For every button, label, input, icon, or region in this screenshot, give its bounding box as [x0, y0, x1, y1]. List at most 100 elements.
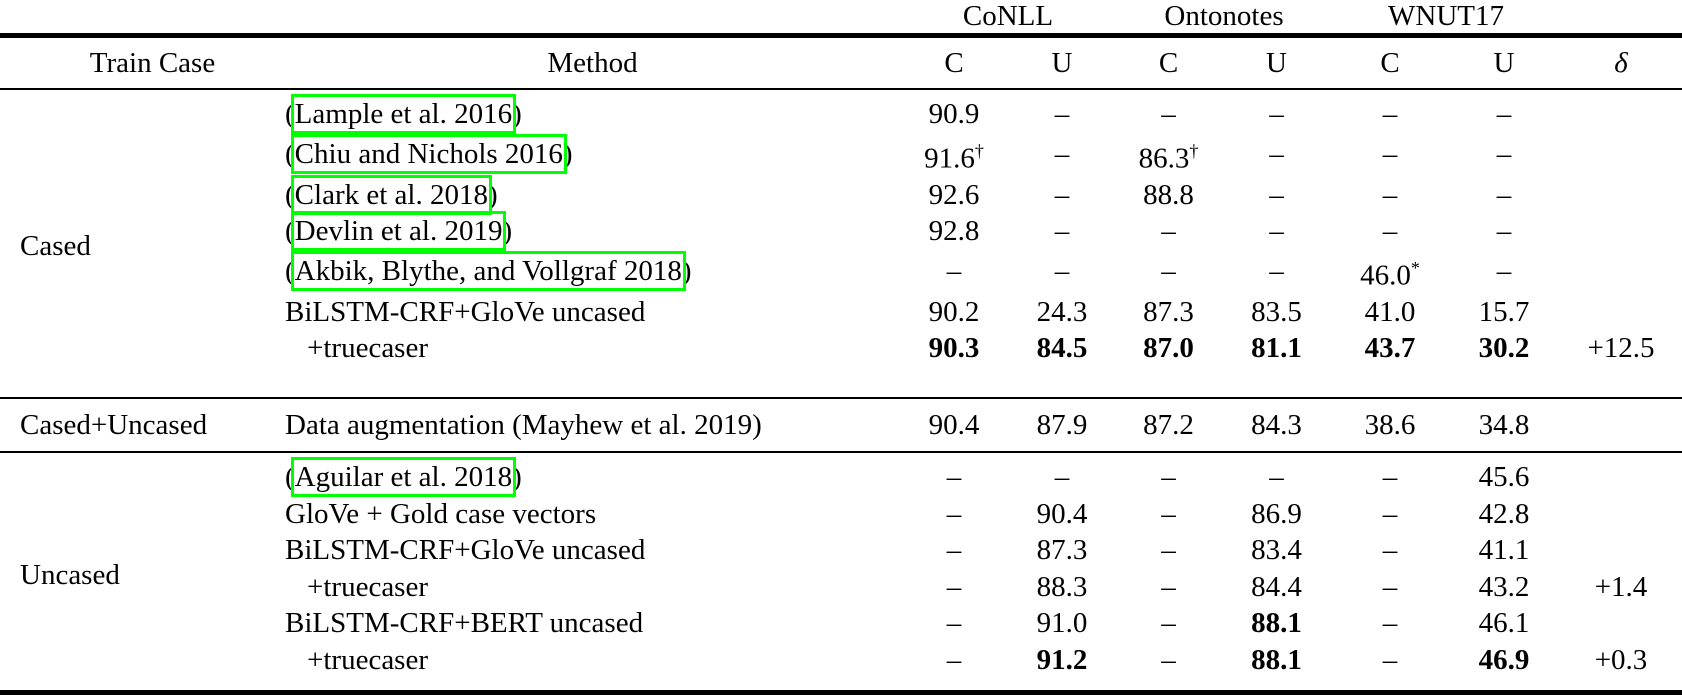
metric-cell: 84.3	[1251, 408, 1302, 441]
metric-cell: –	[1269, 215, 1284, 248]
table-row: (Clark et al. 2018) 92.6 – 88.8 – – –	[0, 174, 1682, 215]
table-row: +truecaser 90.3 84.5 87.0 81.1 43.7 30.2 +12.5	[0, 330, 1682, 398]
citation-link[interactable]: Clark et al. 2018	[290, 174, 492, 215]
metric-value: 43.7	[1364, 332, 1416, 365]
citation-link[interactable]: Chiu and Nichols 2016	[290, 134, 567, 175]
metric-value: 91.2	[1036, 643, 1088, 676]
dataset-group-header-row: CoNLL Ontonotes WNUT17	[0, 0, 1682, 38]
train-case-cell: Uncased	[20, 558, 120, 591]
metric-cell: –	[1161, 534, 1176, 567]
delta-cell	[1560, 605, 1682, 642]
method-cell: BiLSTM-CRF+BERT uncased	[285, 607, 644, 640]
metric-cell: 91.6†	[900, 133, 1008, 177]
delta-cell	[1560, 133, 1682, 177]
metric-cell: 90.4	[928, 408, 980, 441]
delta-cell	[1560, 177, 1682, 214]
method-cell: (Chiu and Nichols 2016)	[285, 133, 900, 177]
superscript-marker: *	[1410, 257, 1420, 278]
metric-cell: 38.6	[1364, 408, 1416, 441]
table-row: BiLSTM-CRF+BERT uncased – 91.0 – 88.1 – 46.1	[0, 605, 1682, 642]
table-row: Uncased (Aguilar et al. 2018) – – – – –45.6	[0, 452, 1682, 591]
group-header-wnut17: WNUT17	[1332, 0, 1561, 38]
delta-cell	[1560, 294, 1682, 331]
metric-cell: 92.6	[928, 178, 980, 211]
table-section-uncased: Uncased (Aguilar et al. 2018) – – – – –45.6 Glo…	[0, 452, 1682, 693]
table-section-cased: Cased (Lample et al. 2016) 90.9– – – – – (Chiu …	[0, 89, 1682, 398]
delta-cell	[1560, 398, 1682, 453]
metric-cell: –	[1496, 215, 1512, 248]
delta-cell	[1560, 452, 1682, 496]
col-header-wnut17-u: U	[1448, 35, 1561, 90]
metric-cell: 91.2	[1008, 642, 1116, 693]
metric-cell: 30.2	[1448, 330, 1560, 398]
metric-cell: –	[1161, 461, 1176, 494]
metric-cell: 83.4	[1251, 534, 1302, 567]
metric-cell: 88.8	[1143, 178, 1194, 211]
metric-cell: 87.3	[1143, 295, 1194, 328]
metric-cell: –	[1382, 534, 1398, 567]
citation-link[interactable]: Lample et al. 2016	[290, 94, 517, 134]
metric-cell: 88.1	[1221, 605, 1332, 642]
metric-value: 91.6	[924, 142, 975, 175]
metric-cell: 90.2	[928, 295, 980, 328]
metric-cell: –	[1054, 461, 1070, 494]
col-header-ontonotes-u: U	[1221, 35, 1332, 90]
metric-cell: 46.1	[1478, 607, 1530, 640]
metric-cell: 24.3	[1036, 295, 1088, 328]
close-paren: )	[512, 98, 522, 130]
table-row: GloVe + Gold case vectors – 90.4 – 86.9 – 42.8	[0, 496, 1682, 533]
metric-cell: –	[1382, 607, 1398, 640]
col-header-delta: δ	[1560, 35, 1682, 90]
metric-cell: –	[946, 607, 962, 640]
method-cell: Data augmentation (Mayhew et al. 2019)	[285, 408, 762, 441]
metric-cell: –	[946, 643, 962, 676]
metric-cell: –	[1161, 570, 1176, 603]
table-row: +truecaser – 91.2 – 88.1 – 46.9 +0.3	[0, 642, 1682, 693]
metric-cell: 41.1	[1478, 534, 1530, 567]
open-paren: (	[285, 138, 295, 171]
method-cell: (Akbik, Blythe, and Vollgraf 2018)	[285, 250, 900, 294]
metric-value: 88.1	[1251, 643, 1302, 676]
table-row: (Chiu and Nichols 2016) 91.6† –86.3† – – –	[0, 133, 1682, 177]
metric-cell: –	[946, 255, 962, 288]
metric-value: 87.0	[1143, 332, 1194, 365]
open-paren: (	[285, 178, 295, 211]
table-row: (Akbik, Blythe, and Vollgraf 2018) – – – – 46…	[0, 250, 1682, 294]
col-header-ontonotes-c: C	[1116, 35, 1221, 90]
metric-cell: –	[1054, 138, 1070, 171]
metric-cell: –	[1161, 497, 1176, 530]
metric-cell: 90.9	[928, 98, 980, 130]
citation-link[interactable]: Aguilar et al. 2018	[290, 457, 517, 498]
method-cell: BiLSTM-CRF+GloVe uncased	[285, 534, 646, 567]
metric-cell: 81.1	[1221, 330, 1332, 398]
metric-cell: –	[946, 497, 962, 530]
open-paren: (	[285, 255, 295, 288]
metric-cell: 86.3†	[1116, 133, 1221, 177]
superscript-marker: †	[974, 140, 984, 161]
citation-link[interactable]: Devlin et al. 2019	[290, 211, 507, 252]
metric-cell: –	[1382, 98, 1398, 130]
superscript-marker: †	[1189, 140, 1199, 161]
open-paren: (	[285, 461, 295, 494]
metric-cell: 88.1	[1221, 642, 1332, 693]
group-header-spacer	[1560, 0, 1682, 38]
metric-cell: –	[1269, 255, 1284, 288]
metric-cell: 91.0	[1036, 607, 1088, 640]
metric-cell: 90.4	[1036, 497, 1088, 530]
col-header-method: Method	[285, 35, 900, 90]
delta-cell	[1560, 250, 1682, 294]
metric-cell: –	[946, 570, 962, 603]
delta-cell	[1560, 532, 1682, 569]
metric-value: 90.3	[928, 332, 980, 365]
metric-cell: –	[946, 461, 962, 494]
metric-cell: 90.3	[900, 330, 1008, 398]
citation-link[interactable]: Akbik, Blythe, and Vollgraf 2018	[290, 251, 686, 292]
metric-cell: –	[1054, 215, 1070, 248]
method-cell: (Lample et al. 2016)	[285, 89, 900, 134]
metric-cell: 46.0*	[1332, 250, 1448, 294]
metric-cell: –	[1382, 497, 1398, 530]
metric-cell: 46.9	[1448, 642, 1560, 693]
metric-cell: –	[1161, 643, 1176, 676]
method-cell: GloVe + Gold case vectors	[285, 497, 597, 530]
table-row: (Devlin et al. 2019) 92.8 – – – – –	[0, 211, 1682, 252]
